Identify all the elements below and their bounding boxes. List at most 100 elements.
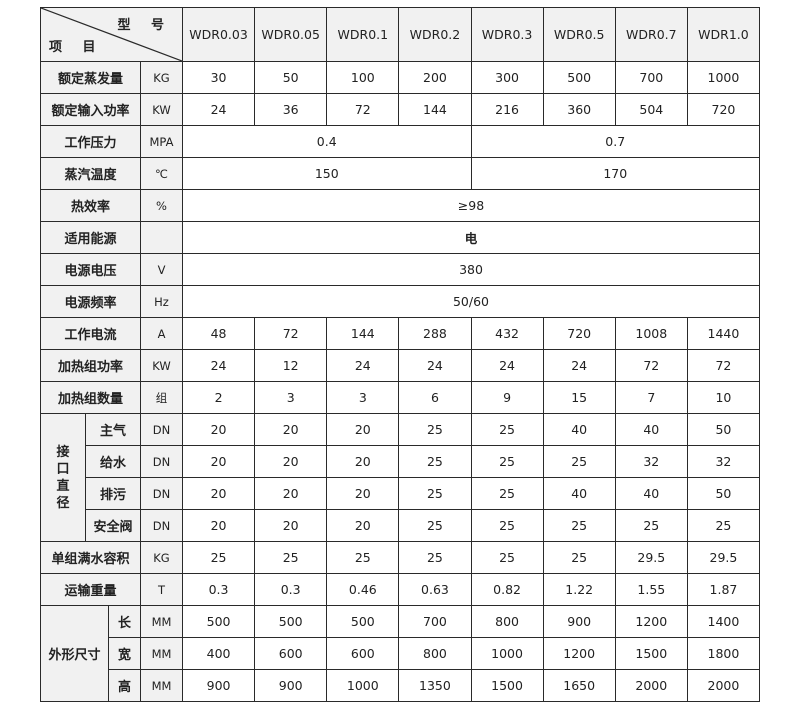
value-cell: 504: [614, 93, 688, 126]
value-cell: 40: [614, 413, 688, 446]
value-cell: 1650: [542, 669, 616, 702]
value-cell: 29.5: [614, 541, 688, 574]
value-cell: 0.46: [326, 573, 400, 606]
value-cell: 24: [326, 349, 400, 382]
row-label-cell: 热效率: [40, 189, 141, 222]
value-cell: 1440: [686, 317, 761, 350]
value-cell: 24: [181, 93, 256, 126]
value-cell: 50: [686, 477, 761, 510]
value-cell: 288: [398, 317, 472, 350]
merged-value-cell: 0.4: [182, 125, 472, 158]
model-label: 型 号: [117, 18, 172, 33]
row-label-cell: 加热组数量: [40, 381, 141, 414]
row-label-cell: 加热组功率: [40, 349, 141, 382]
table-row: 单组满水容积 KG 25 25 25 25 25 25 29.5 29.5: [40, 541, 761, 574]
value-cell: 25: [254, 541, 328, 574]
value-cell: 0.82: [470, 573, 544, 606]
table-row: 宽 MM 400 600 600 800 1000 1200 1500 1800: [41, 637, 761, 670]
row-label-cell: 工作电流: [40, 317, 141, 350]
sub-label-cell: 安全阀: [85, 509, 141, 542]
sub-label-cell: 给水: [85, 445, 141, 478]
value-cell: 500: [181, 605, 256, 638]
value-cell: 25: [470, 413, 544, 446]
table-row: 接口直径 主气 DN 20 20 20 25 25 40 40 50: [40, 413, 761, 542]
unit-cell: DN: [140, 413, 183, 446]
value-cell: 40: [542, 477, 616, 510]
unit-cell: MM: [140, 669, 183, 702]
value-cell: 900: [542, 605, 616, 638]
value-cell: 20: [326, 445, 400, 478]
unit-cell: A: [140, 317, 183, 350]
value-cell: 25: [686, 509, 761, 542]
table-row: 电源频率 Hz 50/60: [40, 285, 760, 318]
value-cell: 0.63: [398, 573, 472, 606]
header-row: 型 号 项 目 WDR0.03 WDR0.05 WDR0.1 WDR0.2 WDR0.3…: [40, 7, 761, 62]
value-cell: 20: [326, 477, 400, 510]
model-header-cell: WDR0.5: [542, 7, 616, 62]
value-cell: 25: [398, 541, 472, 574]
value-cell: 20: [326, 509, 400, 542]
table-row: 排污 DN 20 20 20 25 25 40 40 50: [41, 477, 761, 510]
value-cell: 25: [398, 445, 472, 478]
value-cell: 25: [542, 509, 616, 542]
value-cell: 1000: [470, 637, 544, 670]
value-cell: 25: [614, 509, 688, 542]
model-header-cell: WDR1.0: [686, 7, 761, 62]
unit-cell: V: [140, 253, 183, 286]
unit-cell: KG: [140, 61, 183, 94]
model-header-cell: WDR0.3: [470, 7, 544, 62]
value-cell: 72: [686, 349, 761, 382]
table-row: 工作电流 A 48 72 144 288 432 720 1008 1440: [40, 317, 761, 350]
value-cell: 6: [398, 381, 472, 414]
value-cell: 9: [470, 381, 544, 414]
value-cell: 25: [398, 477, 472, 510]
value-cell: 29.5: [686, 541, 761, 574]
model-header-cell: WDR0.7: [614, 7, 688, 62]
value-cell: 15: [542, 381, 616, 414]
value-cell: 25: [181, 541, 256, 574]
value-cell: 24: [542, 349, 616, 382]
value-cell: 700: [614, 61, 688, 94]
value-cell: 24: [470, 349, 544, 382]
value-cell: 360: [542, 93, 616, 126]
value-cell: 432: [470, 317, 544, 350]
value-cell: 144: [398, 93, 472, 126]
value-cell: 1008: [614, 317, 688, 350]
value-cell: 20: [254, 445, 328, 478]
value-cell: 25: [398, 413, 472, 446]
value-cell: 400: [181, 637, 256, 670]
value-cell: 72: [614, 349, 688, 382]
merged-value-cell: 150: [182, 157, 472, 190]
value-cell: 20: [181, 477, 256, 510]
sub-label-cell: 排污: [85, 477, 141, 510]
table-row: 加热组数量组 2 3 3 6 9 15 7 10: [40, 381, 761, 414]
value-cell: 1000: [326, 669, 400, 702]
value-cell: 2000: [686, 669, 761, 702]
value-cell: 1200: [542, 637, 616, 670]
value-cell: 800: [398, 637, 472, 670]
value-cell: 500: [254, 605, 328, 638]
value-cell: 20: [254, 509, 328, 542]
value-cell: 20: [181, 445, 256, 478]
value-cell: 800: [470, 605, 544, 638]
value-cell: 144: [326, 317, 400, 350]
row-label-cell: 额定输入功率: [40, 93, 141, 126]
value-cell: 50: [686, 413, 761, 446]
table-row: 额定蒸发量 KG 30 50 100 200 300 500 700 1000: [40, 61, 761, 94]
value-cell: 30: [181, 61, 256, 94]
value-cell: 72: [254, 317, 328, 350]
row-label-cell: 蒸汽温度: [40, 157, 141, 190]
value-cell: 20: [181, 413, 256, 446]
table-row: 适用能源 电: [40, 221, 760, 254]
value-cell: 900: [181, 669, 256, 702]
value-cell: 25: [542, 541, 616, 574]
value-cell: 32: [686, 445, 761, 478]
diagonal-header-cell: 型 号 项 目: [40, 7, 183, 62]
unit-cell: DN: [140, 477, 183, 510]
table-row: 热效率% ≥98: [40, 189, 760, 222]
value-cell: 20: [254, 413, 328, 446]
value-cell: 500: [326, 605, 400, 638]
value-cell: 40: [614, 477, 688, 510]
item-label: 项 目: [49, 40, 104, 55]
value-cell: 25: [470, 509, 544, 542]
